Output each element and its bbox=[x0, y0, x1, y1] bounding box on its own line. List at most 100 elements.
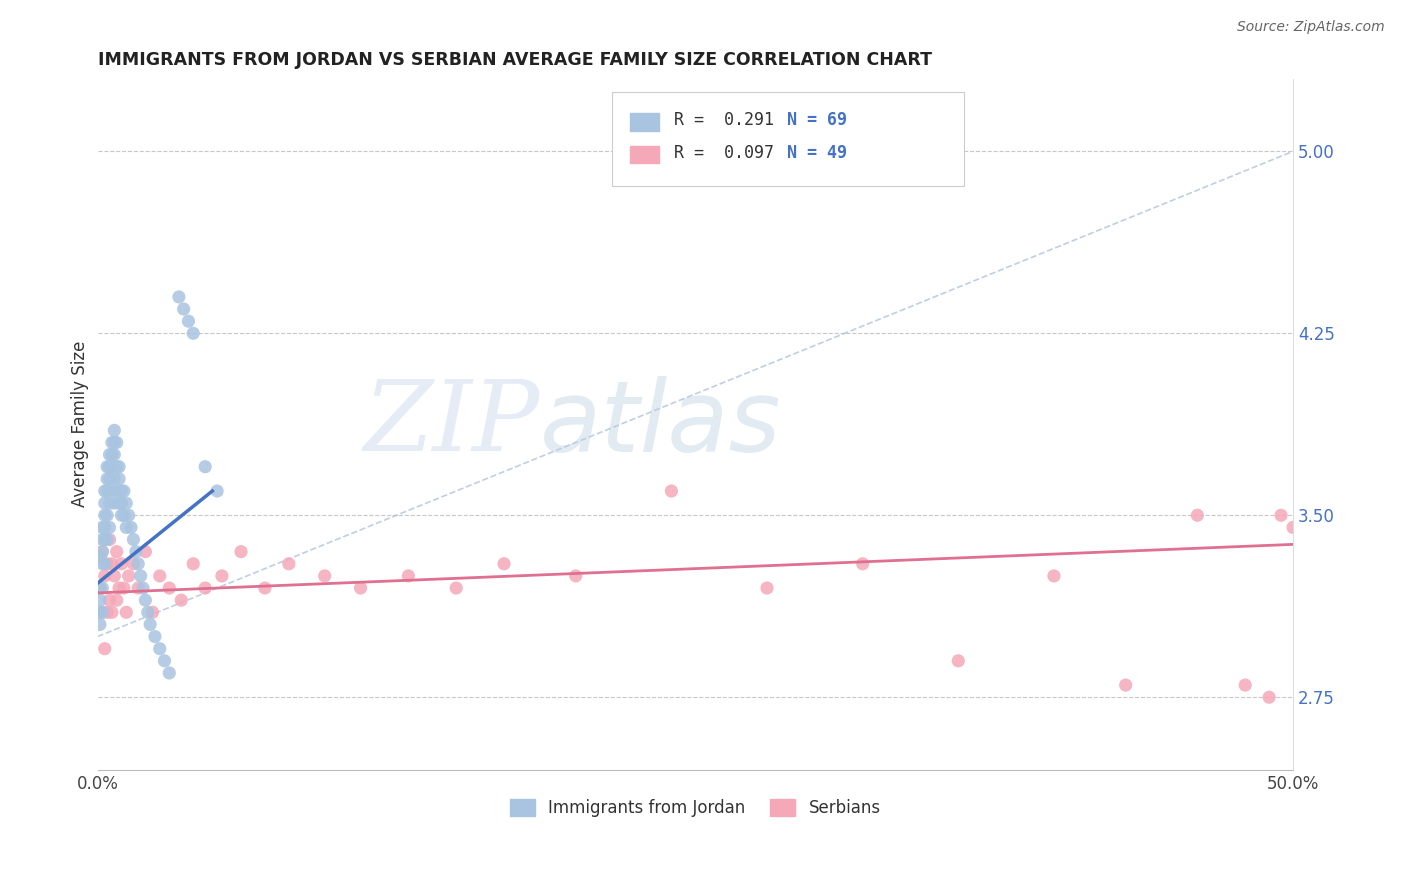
Point bbox=[170, 593, 193, 607]
Point bbox=[157, 665, 180, 680]
Point bbox=[277, 557, 299, 571]
Point bbox=[110, 508, 132, 523]
Point bbox=[1043, 569, 1066, 583]
Point bbox=[314, 569, 336, 583]
Point bbox=[149, 641, 172, 656]
Point bbox=[115, 605, 138, 619]
Point bbox=[105, 459, 128, 474]
Point bbox=[98, 496, 121, 510]
Point bbox=[96, 533, 118, 547]
Text: N = 69: N = 69 bbox=[787, 112, 848, 129]
Point bbox=[96, 557, 118, 571]
Point bbox=[108, 581, 131, 595]
Point bbox=[253, 581, 276, 595]
Point bbox=[108, 459, 131, 474]
Point bbox=[89, 593, 111, 607]
Point bbox=[91, 581, 114, 595]
Point bbox=[105, 435, 128, 450]
Point bbox=[93, 520, 115, 534]
Text: R =  0.291: R = 0.291 bbox=[673, 112, 773, 129]
Point bbox=[110, 496, 132, 510]
Point bbox=[112, 581, 135, 595]
Point bbox=[98, 459, 121, 474]
Point bbox=[1115, 678, 1137, 692]
Point bbox=[1187, 508, 1209, 523]
Point bbox=[101, 459, 124, 474]
Point bbox=[101, 448, 124, 462]
Point bbox=[157, 581, 180, 595]
Point bbox=[492, 557, 515, 571]
Point bbox=[89, 605, 111, 619]
Point bbox=[103, 569, 125, 583]
Point bbox=[115, 520, 138, 534]
Text: atlas: atlas bbox=[540, 376, 782, 473]
Point bbox=[349, 581, 371, 595]
Point bbox=[93, 569, 115, 583]
Point bbox=[444, 581, 467, 595]
Point bbox=[194, 581, 217, 595]
Point bbox=[108, 472, 131, 486]
Point bbox=[103, 496, 125, 510]
Point bbox=[948, 654, 970, 668]
Point bbox=[103, 435, 125, 450]
Point bbox=[93, 496, 115, 510]
Point bbox=[120, 520, 142, 534]
Point bbox=[103, 448, 125, 462]
Point bbox=[89, 617, 111, 632]
Point bbox=[134, 593, 156, 607]
Point bbox=[134, 544, 156, 558]
Point bbox=[89, 581, 111, 595]
Point bbox=[129, 569, 152, 583]
Point bbox=[91, 605, 114, 619]
Point bbox=[661, 483, 683, 498]
Text: R =  0.097: R = 0.097 bbox=[673, 144, 773, 161]
Point bbox=[149, 569, 172, 583]
Point bbox=[93, 533, 115, 547]
Point bbox=[177, 314, 200, 328]
Point bbox=[110, 483, 132, 498]
Point bbox=[101, 605, 124, 619]
Point bbox=[229, 544, 252, 558]
Point bbox=[89, 581, 111, 595]
Point bbox=[112, 508, 135, 523]
Point bbox=[89, 549, 111, 564]
Point bbox=[108, 496, 131, 510]
Point bbox=[127, 581, 149, 595]
Point bbox=[105, 593, 128, 607]
Point bbox=[101, 557, 124, 571]
Point bbox=[205, 483, 228, 498]
Point bbox=[194, 459, 217, 474]
Point bbox=[1258, 690, 1281, 705]
Point bbox=[98, 533, 121, 547]
Point bbox=[1282, 520, 1305, 534]
Point bbox=[101, 483, 124, 498]
Legend: Immigrants from Jordan, Serbians: Immigrants from Jordan, Serbians bbox=[503, 792, 887, 824]
Point bbox=[756, 581, 779, 595]
Point bbox=[139, 617, 162, 632]
Point bbox=[211, 569, 233, 583]
Point bbox=[96, 483, 118, 498]
Point bbox=[98, 593, 121, 607]
Point bbox=[127, 557, 149, 571]
Point bbox=[181, 326, 204, 341]
Point bbox=[98, 520, 121, 534]
Point bbox=[122, 533, 145, 547]
Point bbox=[136, 605, 159, 619]
Point bbox=[91, 544, 114, 558]
Point bbox=[93, 641, 115, 656]
Point bbox=[96, 472, 118, 486]
Point bbox=[112, 483, 135, 498]
Point bbox=[142, 605, 165, 619]
Point bbox=[122, 557, 145, 571]
Point bbox=[143, 630, 166, 644]
Point bbox=[103, 472, 125, 486]
Text: N = 49: N = 49 bbox=[787, 144, 848, 161]
Point bbox=[173, 301, 195, 316]
Point bbox=[96, 508, 118, 523]
Point bbox=[91, 520, 114, 534]
Point bbox=[125, 544, 148, 558]
Point bbox=[96, 459, 118, 474]
FancyBboxPatch shape bbox=[630, 113, 659, 131]
Point bbox=[91, 557, 114, 571]
Text: IMMIGRANTS FROM JORDAN VS SERBIAN AVERAGE FAMILY SIZE CORRELATION CHART: IMMIGRANTS FROM JORDAN VS SERBIAN AVERAG… bbox=[97, 51, 932, 69]
